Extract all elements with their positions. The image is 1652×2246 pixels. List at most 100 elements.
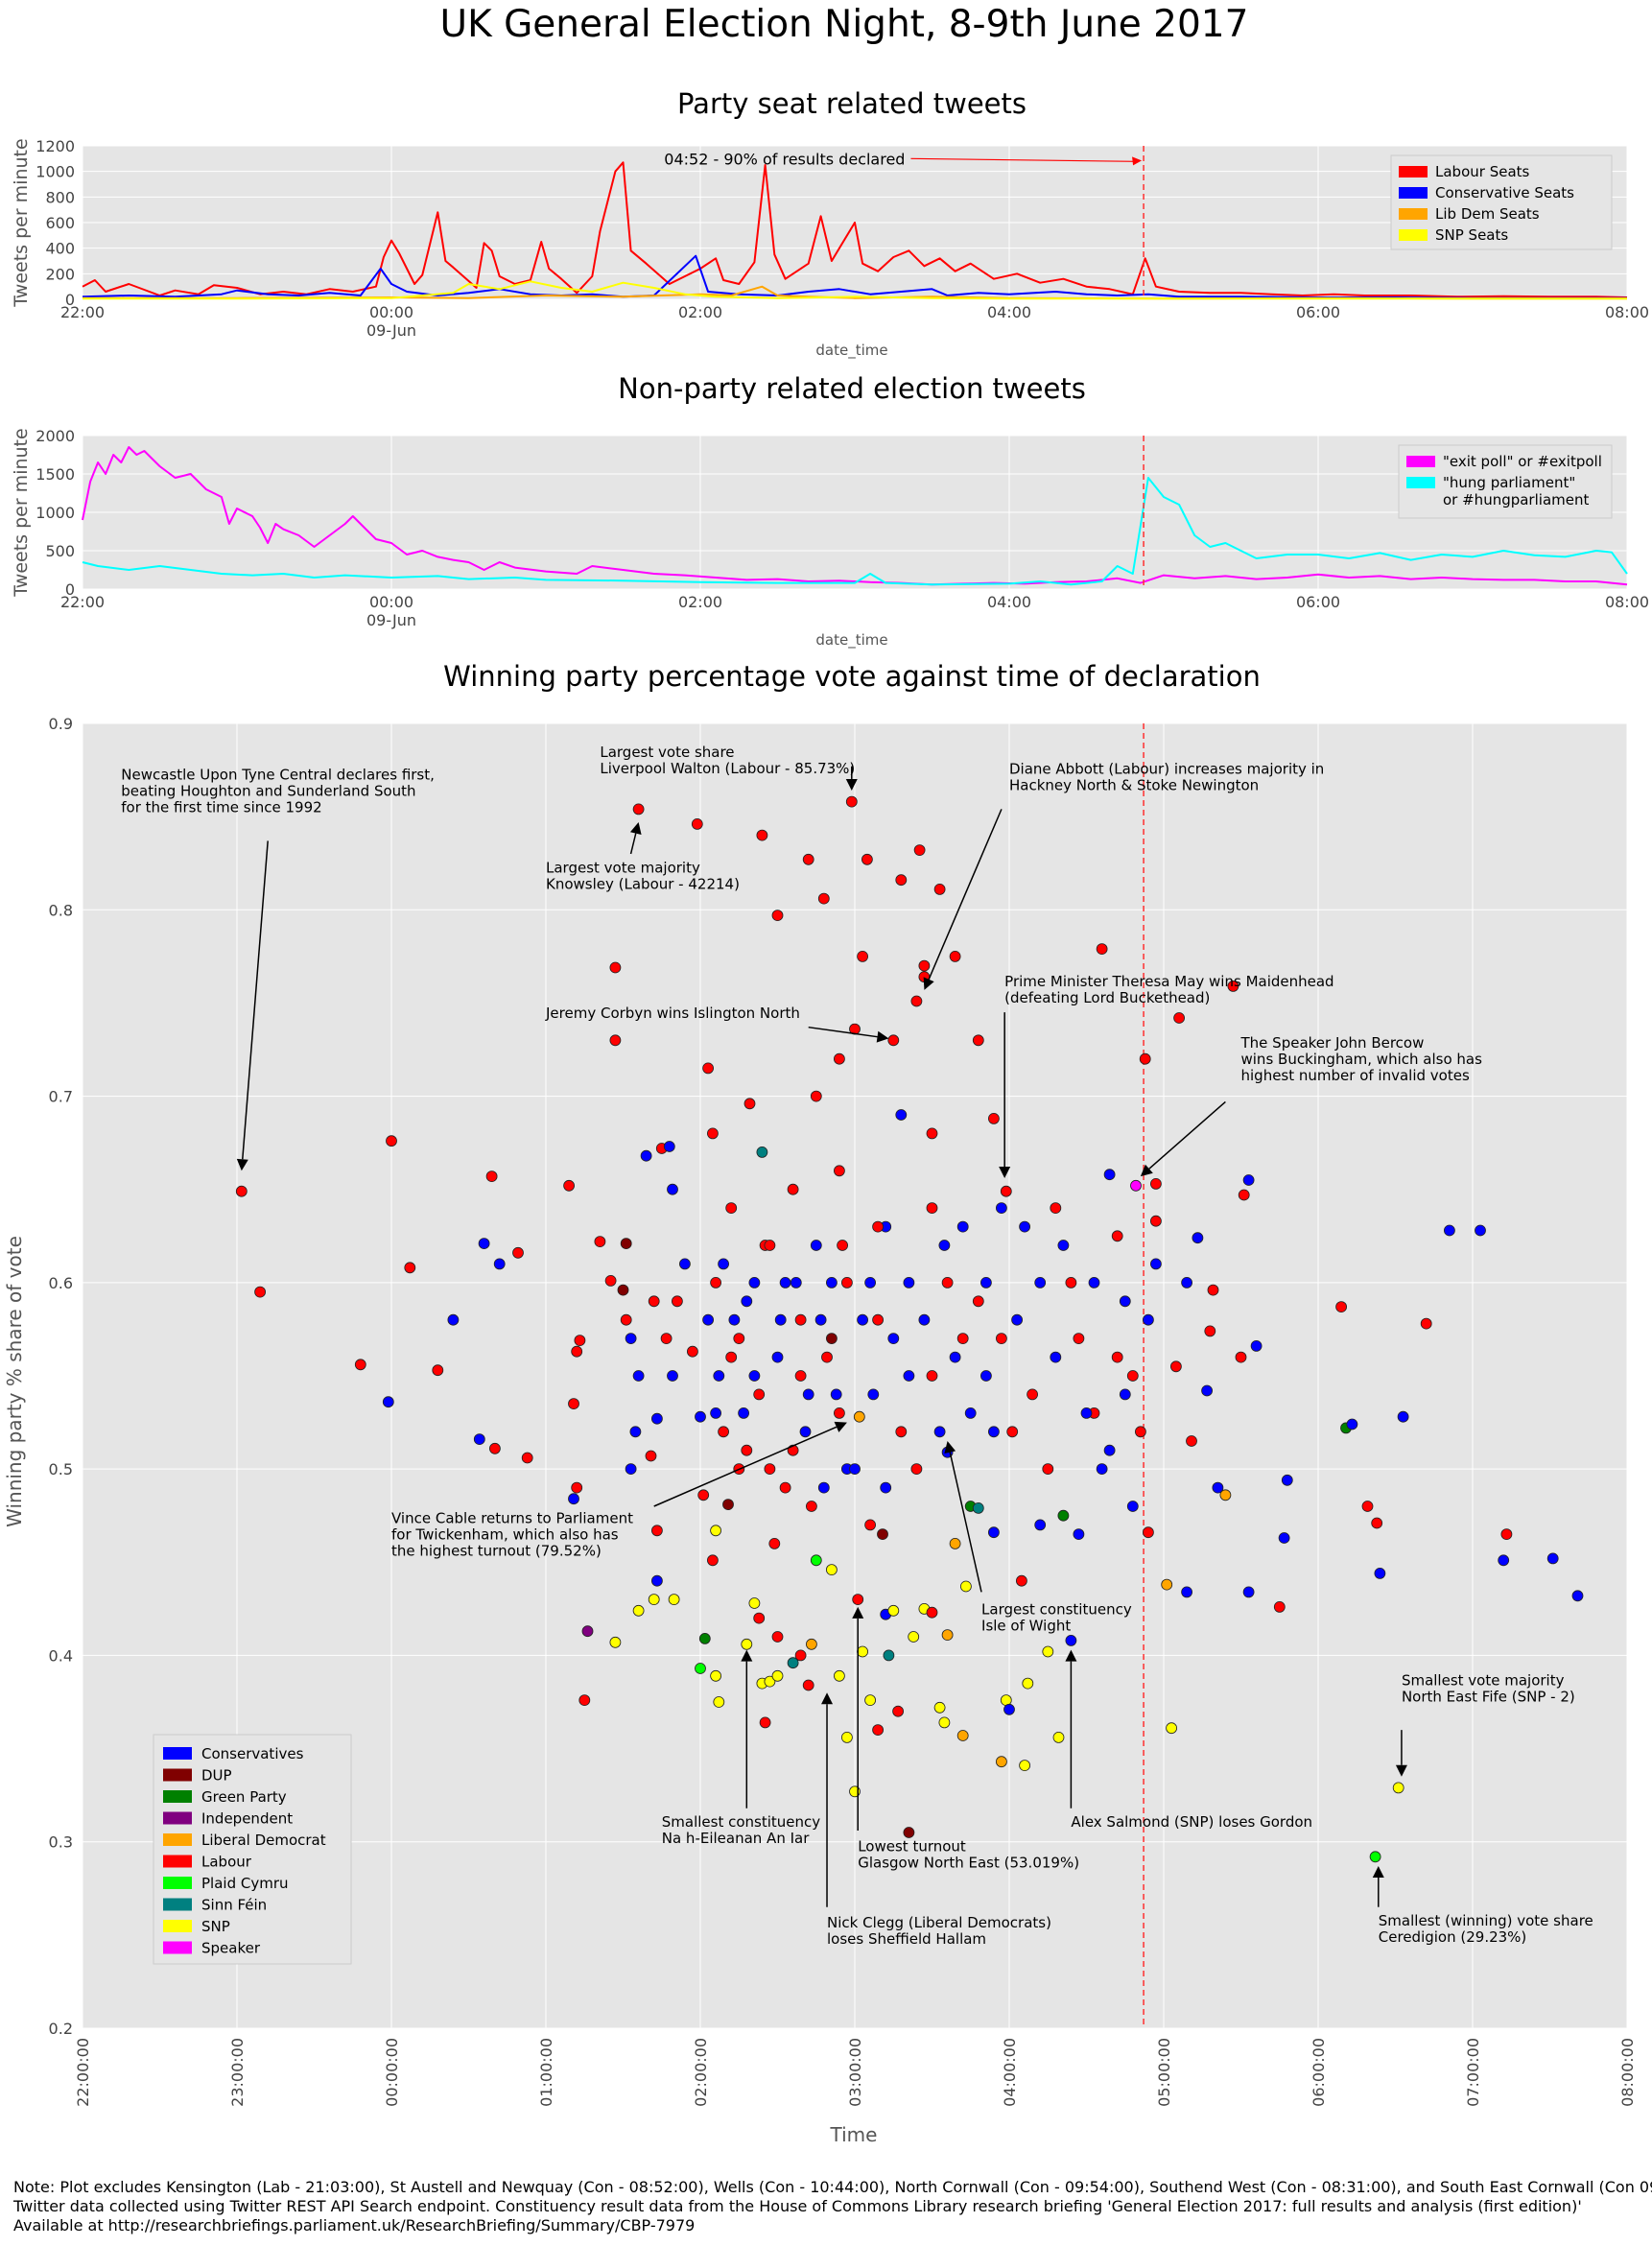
data-point xyxy=(771,1631,784,1643)
data-point xyxy=(806,1638,817,1650)
annotation-text: Smallest constituency xyxy=(662,1813,821,1831)
annotation-arrowhead xyxy=(999,1167,1011,1179)
seat-ylabel: Tweets per minute xyxy=(11,138,32,307)
data-point xyxy=(1500,1528,1513,1540)
annotation-arrowhead xyxy=(845,778,858,791)
data-point xyxy=(489,1442,501,1454)
data-point xyxy=(810,1554,822,1567)
legend-swatch xyxy=(1399,187,1428,199)
data-point xyxy=(1361,1501,1374,1512)
data-point xyxy=(1042,1463,1054,1475)
annotation-text: Lowest turnout xyxy=(858,1837,966,1855)
data-point xyxy=(713,1696,725,1708)
data-point xyxy=(895,1426,908,1438)
data-point xyxy=(841,1732,853,1743)
data-point xyxy=(771,910,784,921)
data-point xyxy=(938,1716,951,1729)
data-point xyxy=(710,1277,721,1288)
data-point xyxy=(620,1313,632,1326)
footer-line-1: Note: Plot excludes Kensington (Lab - 21… xyxy=(13,2178,1652,2196)
data-point xyxy=(625,1463,637,1475)
data-point xyxy=(1065,1635,1077,1646)
data-point xyxy=(771,1351,784,1363)
legend-swatch xyxy=(163,1898,192,1911)
nonparty-tweets-chart: Non-party related election tweets 0 500 10… xyxy=(11,372,1649,650)
data-point xyxy=(1420,1317,1432,1330)
data-point xyxy=(648,1594,660,1605)
data-point xyxy=(648,1295,660,1308)
data-point xyxy=(404,1262,416,1274)
data-point xyxy=(651,1525,663,1537)
data-point xyxy=(710,1525,721,1537)
annotation-arrowhead xyxy=(741,1649,753,1662)
data-point xyxy=(764,1675,776,1688)
data-point xyxy=(629,1426,642,1438)
data-point xyxy=(1022,1677,1034,1690)
data-point xyxy=(728,1313,741,1326)
data-point xyxy=(779,1277,791,1288)
data-point xyxy=(1050,1351,1062,1363)
annotation-text: Smallest vote majority xyxy=(1402,1672,1565,1690)
data-point xyxy=(594,1236,606,1247)
legend-box xyxy=(1390,154,1613,250)
legend-swatch xyxy=(163,1790,192,1803)
data-point xyxy=(810,1090,822,1102)
data-point xyxy=(756,829,768,841)
scatter-chart-title: Winning party percentage vote against ti… xyxy=(443,660,1261,693)
data-point xyxy=(702,1313,714,1326)
data-point xyxy=(741,1444,753,1456)
data-point xyxy=(604,1275,617,1287)
data-point xyxy=(1019,1220,1030,1233)
data-point xyxy=(1207,1284,1219,1296)
annotation-arrowhead xyxy=(944,1441,956,1454)
data-point xyxy=(1111,1351,1123,1363)
x-tick-label: 08:00 xyxy=(1605,593,1649,611)
data-point xyxy=(1192,1232,1204,1244)
data-point xyxy=(1181,1586,1192,1598)
legend-label: Speaker xyxy=(201,1940,261,1957)
data-point xyxy=(759,1716,771,1729)
data-point xyxy=(1227,981,1239,992)
data-point xyxy=(1135,1426,1146,1438)
legend-swatch xyxy=(163,1833,192,1846)
x-tick-label: 04:00 xyxy=(987,303,1031,321)
data-point xyxy=(852,1594,864,1605)
data-point xyxy=(949,1351,961,1363)
data-point xyxy=(1238,1189,1250,1201)
data-point xyxy=(1052,1732,1065,1743)
x-tick-label: 22:00 xyxy=(60,303,105,321)
data-point xyxy=(926,1606,938,1619)
data-point xyxy=(718,1426,729,1438)
data-point xyxy=(1201,1384,1213,1397)
data-point xyxy=(938,1240,951,1251)
annotation-arrowhead xyxy=(821,1692,834,1705)
annotation-arrow xyxy=(242,840,269,1160)
annotation-arrow xyxy=(653,1426,838,1507)
annotation-arrow xyxy=(928,809,1003,981)
data-point xyxy=(810,1240,822,1251)
data-point xyxy=(857,1313,868,1326)
y-tick-label: 0.7 xyxy=(49,1088,73,1106)
figure: UK General Election Night, 8-9th June 20… xyxy=(3,3,1649,2146)
annotation-arrow xyxy=(1148,1100,1226,1170)
data-point xyxy=(794,1313,807,1326)
legend-swatch xyxy=(1399,166,1428,177)
data-point xyxy=(964,1407,977,1419)
data-point xyxy=(609,961,622,974)
data-point xyxy=(1273,1601,1286,1613)
legend-swatch xyxy=(163,1877,192,1889)
data-point xyxy=(834,1165,845,1177)
data-point xyxy=(826,1333,838,1344)
data-point xyxy=(1281,1474,1293,1486)
data-point xyxy=(1000,1185,1012,1197)
data-point xyxy=(741,1295,753,1308)
data-point xyxy=(733,1333,745,1344)
data-point xyxy=(949,951,961,962)
data-point xyxy=(1392,1782,1404,1794)
data-point xyxy=(877,1528,888,1540)
data-point xyxy=(1397,1410,1409,1423)
data-point xyxy=(834,1669,845,1682)
annotation-arrowhead xyxy=(629,821,642,836)
annotation-text: (defeating Lord Buckethead) xyxy=(1004,989,1210,1006)
data-point xyxy=(493,1258,506,1270)
